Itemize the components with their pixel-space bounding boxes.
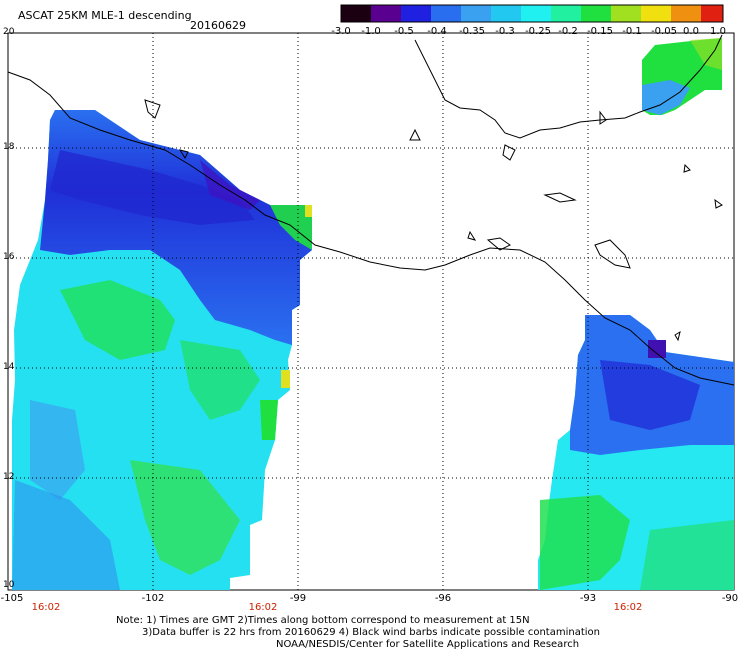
colorbar-swatch-11 — [671, 5, 701, 22]
time-label: 16:02 — [613, 602, 643, 613]
colorbar-swatch-2 — [401, 5, 431, 22]
note-line-3: NOAA/NESDIS/Center for Satellite Applica… — [276, 639, 580, 650]
note-line-1: Note: 1) Times are GMT 2)Times along bot… — [116, 615, 530, 626]
lon-label: -90 — [721, 593, 739, 604]
lat-label: 14 — [3, 362, 15, 372]
colorbar — [340, 4, 724, 23]
east-swath — [538, 315, 734, 590]
colorbar-swatch-1 — [371, 5, 401, 22]
note-line-2: 3)Data buffer is 22 hrs from 20160629 4)… — [142, 627, 600, 638]
colorbar-label: -0.25 — [525, 26, 551, 37]
colorbar-swatch-0 — [341, 5, 371, 22]
time-label: 16:02 — [248, 602, 278, 613]
lat-label: 12 — [3, 472, 15, 482]
lat-label: 16 — [3, 252, 15, 262]
colorbar-label: -0.1 — [622, 26, 642, 37]
colorbar-label: -0.3 — [495, 26, 515, 37]
lon-label: -96 — [434, 593, 452, 604]
colorbar-label: -0.2 — [558, 26, 578, 37]
colorbar-swatch-3 — [431, 5, 461, 22]
coastline — [7, 34, 735, 386]
lon-label: -93 — [579, 593, 597, 604]
map-date: 20160629 — [190, 19, 246, 32]
colorbar-label: 1.0 — [710, 26, 726, 37]
lon-label: -105 — [0, 593, 24, 604]
colorbar-label: -3.0 — [331, 26, 351, 37]
lat-label: 18 — [3, 142, 15, 152]
gulf-swath — [642, 38, 722, 115]
colorbar-swatch-9 — [611, 5, 641, 22]
colorbar-swatch-10 — [641, 5, 671, 22]
colorbar-label: -0.15 — [587, 26, 613, 37]
colorbar-label: -0.5 — [394, 26, 414, 37]
colorbar-swatch-7 — [551, 5, 581, 22]
colorbar-swatch-4 — [461, 5, 491, 22]
colorbar-label: -0.35 — [459, 26, 485, 37]
graticule — [8, 33, 734, 590]
lon-label: -102 — [141, 593, 165, 604]
colorbar-label: -0.05 — [651, 26, 677, 37]
colorbar-label: -1.0 — [361, 26, 381, 37]
lon-label: -99 — [289, 593, 307, 604]
colorbar-label: 0.0 — [683, 26, 699, 37]
time-label: 16:02 — [31, 602, 61, 613]
colorbar-swatch-12 — [701, 5, 723, 22]
lat-label: 10 — [3, 580, 15, 590]
colorbar-swatch-6 — [521, 5, 551, 22]
map-title: ASCAT 25KM MLE-1 descending — [18, 9, 192, 22]
west-swath — [12, 110, 312, 590]
colorbar-swatch-5 — [491, 5, 521, 22]
colorbar-swatch-8 — [581, 5, 611, 22]
colorbar-label: -0.4 — [427, 26, 447, 37]
lat-label: 20 — [3, 27, 15, 37]
